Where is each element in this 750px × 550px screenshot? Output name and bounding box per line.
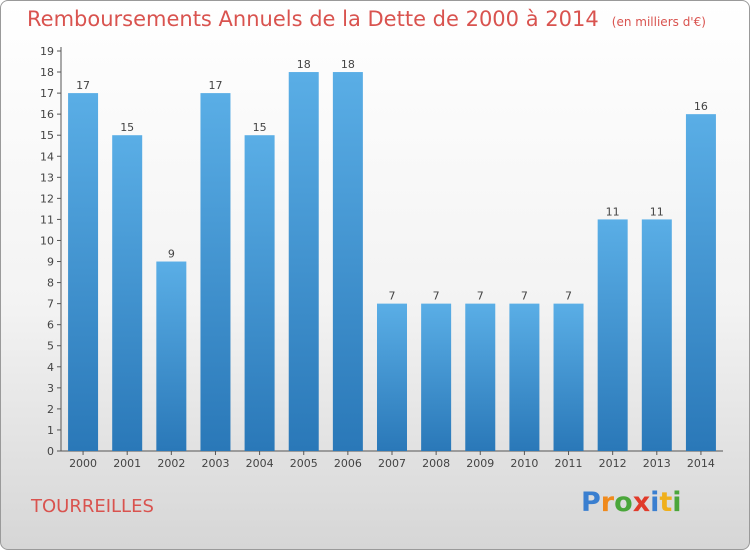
x-tick-label: 2000 [69,457,97,470]
bar-value-label: 11 [650,205,664,218]
y-tick-label: 8 [47,277,54,290]
logo-letter: t [659,487,673,518]
bar [244,135,275,452]
logo-letter: i [650,487,660,518]
bar-value-label: 16 [694,100,708,113]
x-tick-label: 2013 [643,457,671,470]
x-tick-label: 2004 [246,457,274,470]
y-tick-label: 12 [40,192,54,205]
y-tick-label: 2 [47,403,54,416]
bar [421,303,452,451]
y-tick-label: 4 [47,361,54,374]
bar [200,93,231,452]
x-tick-label: 2003 [201,457,229,470]
y-tick-label: 6 [47,319,54,332]
logo-letter: i [672,487,682,518]
y-tick-label: 14 [40,150,54,163]
bar [288,72,319,451]
x-tick-label: 2008 [422,457,450,470]
bar-value-label: 7 [433,290,440,303]
bar-value-label: 17 [76,79,90,92]
x-tick-label: 2012 [599,457,627,470]
y-tick-label: 10 [40,234,54,247]
y-tick-label: 1 [47,424,54,437]
bar [332,72,363,451]
bar-value-label: 7 [521,290,528,303]
y-tick-label: 3 [47,382,54,395]
x-tick-label: 2010 [510,457,538,470]
bar [156,261,187,451]
x-tick-label: 2001 [113,457,141,470]
x-tick-label: 2006 [334,457,362,470]
y-tick-label: 19 [40,45,54,58]
bar [68,93,99,452]
bar [509,303,540,451]
y-tick-label: 5 [47,340,54,353]
commune-name: TOURREILLES [31,496,154,517]
y-tick-label: 18 [40,66,54,79]
bar [112,135,143,452]
x-tick-label: 2014 [687,457,715,470]
y-tick-label: 13 [40,171,54,184]
chart-subtitle: (en milliers d'€) [611,15,706,29]
y-tick-label: 15 [40,129,54,142]
chart-title: Remboursements Annuels de la Dette de 20… [27,7,599,31]
bar-value-label: 18 [341,58,355,71]
bar-value-label: 7 [565,290,572,303]
y-tick-label: 9 [47,256,54,269]
logo-letter: o [614,487,633,518]
bar-value-label: 17 [208,79,222,92]
proxiti-logo[interactable]: Proxiti [581,487,682,518]
bar-value-label: 15 [253,121,267,134]
bar-value-label: 18 [297,58,311,71]
bar-value-label: 11 [606,205,620,218]
bar [553,303,584,451]
y-tick-label: 7 [47,298,54,311]
logo-letter: r [600,487,615,518]
y-tick-label: 16 [40,108,54,121]
bar-value-label: 7 [477,290,484,303]
bar-value-label: 15 [120,121,134,134]
bar-value-label: 9 [168,248,175,261]
bar [597,219,628,451]
x-tick-label: 2011 [555,457,583,470]
bar [465,303,496,451]
x-tick-label: 2005 [290,457,318,470]
bar [685,114,716,451]
y-tick-label: 0 [47,445,54,458]
chart-title-block: Remboursements Annuels de la Dette de 20… [27,7,706,31]
bar [641,219,672,451]
bar-value-label: 7 [389,290,396,303]
x-tick-label: 2002 [157,457,185,470]
x-tick-label: 2007 [378,457,406,470]
logo-letter: x [632,487,651,518]
logo-letter: P [581,487,601,518]
bar [377,303,407,451]
y-tick-label: 17 [40,87,54,100]
y-tick-label: 11 [40,213,54,226]
x-tick-label: 2009 [466,457,494,470]
